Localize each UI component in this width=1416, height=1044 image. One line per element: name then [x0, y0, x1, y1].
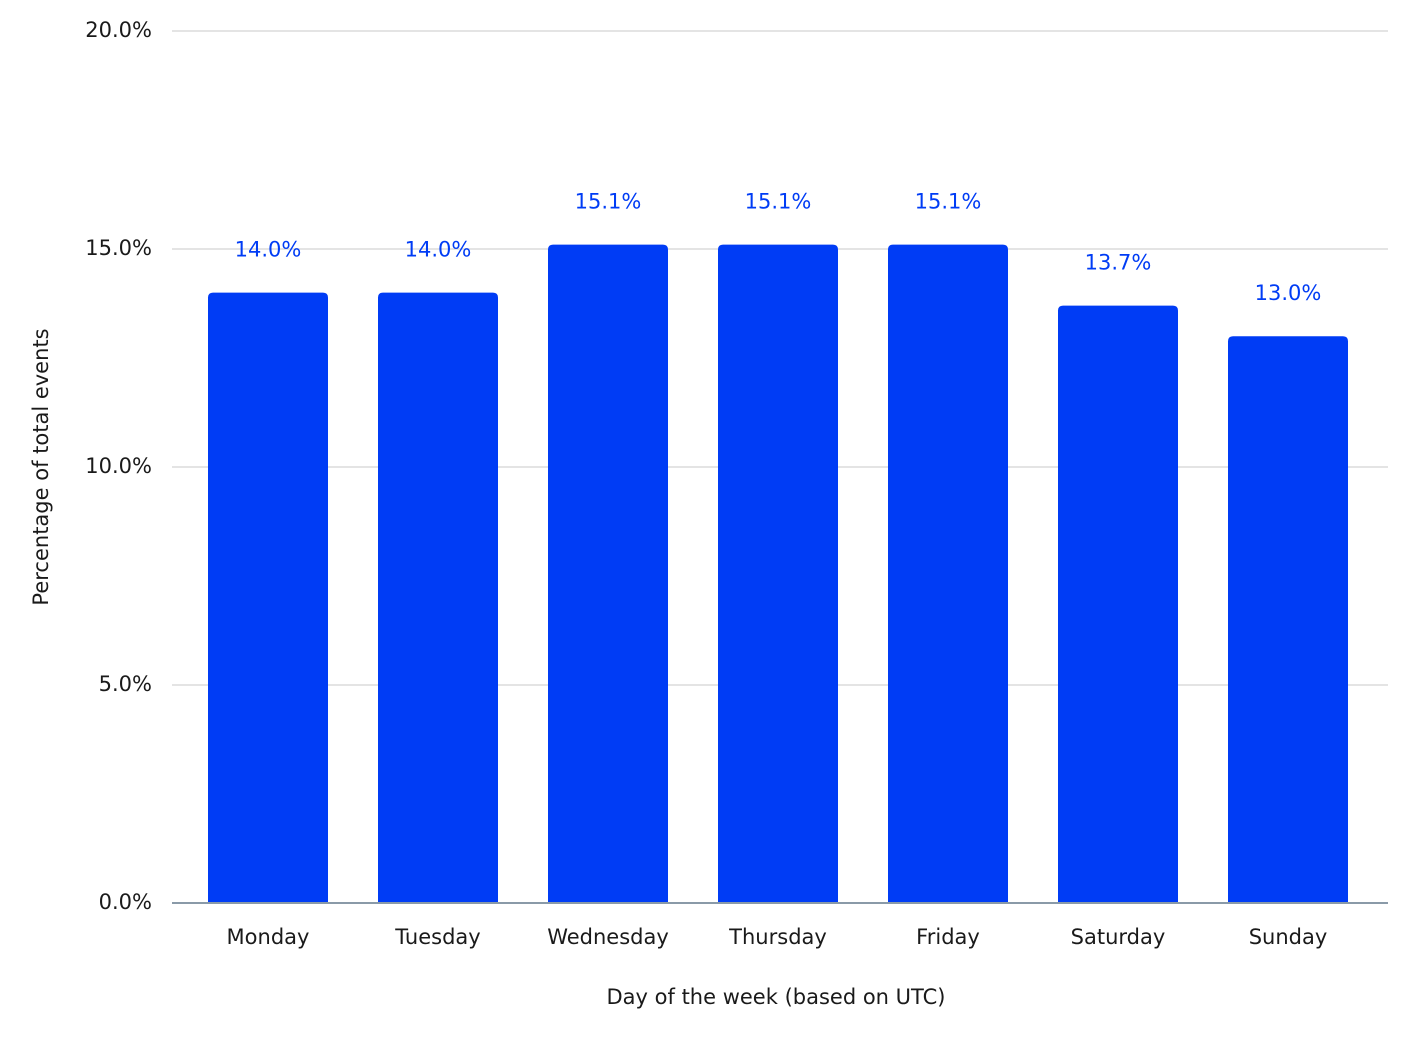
- value-label: 13.7%: [1085, 251, 1152, 275]
- x-tick-label: Tuesday: [394, 925, 480, 949]
- value-label: 15.1%: [915, 190, 982, 214]
- value-label: 15.1%: [575, 190, 642, 214]
- y-axis-title: Percentage of total events: [29, 328, 53, 605]
- y-tick-label: 10.0%: [85, 454, 152, 478]
- x-tick-label: Wednesday: [547, 925, 669, 949]
- bar: [378, 292, 498, 904]
- value-label: 15.1%: [745, 190, 812, 214]
- y-tick-label: 15.0%: [85, 236, 152, 260]
- bar: [1058, 305, 1178, 903]
- y-tick-label: 5.0%: [99, 672, 152, 696]
- x-axis-title: Day of the week (based on UTC): [607, 985, 946, 1009]
- y-tick-label: 20.0%: [85, 18, 152, 42]
- bar: [208, 292, 328, 904]
- bar: [888, 244, 1008, 903]
- x-tick-label: Monday: [227, 925, 310, 949]
- bar: [1228, 336, 1348, 903]
- value-label: 14.0%: [405, 238, 472, 262]
- x-tick-label: Sunday: [1249, 925, 1328, 949]
- x-tick-label: Friday: [916, 925, 980, 949]
- bar: [548, 244, 668, 903]
- x-tick-label: Saturday: [1071, 925, 1166, 949]
- x-tick-label: Thursday: [728, 925, 827, 949]
- bar: [718, 244, 838, 903]
- value-label: 13.0%: [1255, 281, 1322, 305]
- y-tick-label: 0.0%: [99, 890, 152, 914]
- value-label: 14.0%: [235, 238, 302, 262]
